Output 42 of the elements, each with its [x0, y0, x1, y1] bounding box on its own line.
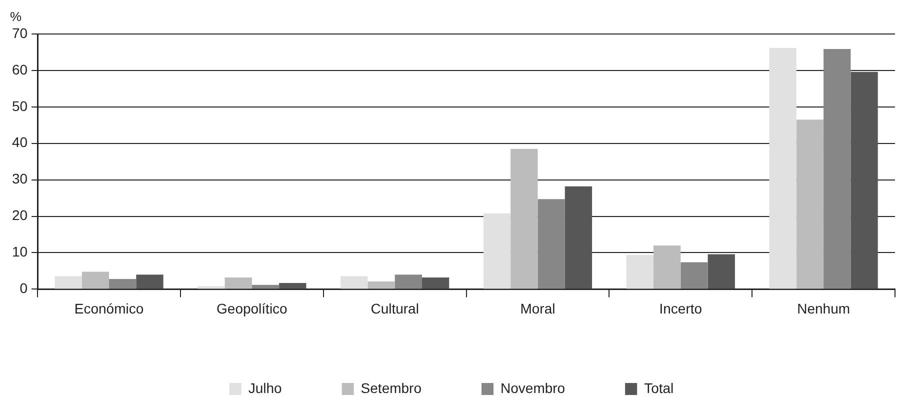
bar [54, 276, 82, 289]
bar [510, 148, 538, 289]
x-tick-label: Cultural [370, 300, 419, 316]
bar [422, 278, 450, 289]
bar [680, 262, 708, 289]
bar [824, 48, 851, 289]
bar [538, 199, 565, 289]
bar [136, 274, 164, 289]
bar [796, 120, 824, 289]
y-tick-label: 20 [12, 207, 28, 224]
bar [564, 186, 592, 289]
legend-label: Novembro [500, 380, 566, 396]
y-tick-label: 60 [12, 61, 28, 78]
x-tick-label: Geopolítico [216, 300, 288, 316]
y-tick-label: 30 [12, 170, 28, 187]
bar [340, 276, 368, 289]
y-tick-label: 50 [12, 98, 28, 114]
y-tick-label: 70 [12, 24, 28, 41]
bar [483, 213, 511, 289]
bar [394, 274, 422, 289]
bar [252, 284, 280, 289]
legend-label: Setembro [360, 380, 422, 396]
bar [850, 72, 878, 289]
bar [769, 48, 796, 289]
y-tick-label: 40 [12, 134, 28, 150]
y-axis-title: % [10, 9, 22, 24]
bar [708, 254, 735, 289]
legend-label: Julho [248, 380, 282, 396]
bar [368, 282, 395, 289]
bar [626, 254, 654, 289]
bar [82, 272, 110, 289]
bar [109, 278, 136, 289]
bar [279, 283, 306, 289]
y-tick-label: 10 [12, 244, 28, 260]
x-tick-label: Económico [74, 300, 144, 316]
x-tick-label: Nenhum [797, 300, 850, 316]
bar [653, 245, 681, 289]
y-tick-label: 0 [20, 280, 28, 296]
legend-label: Total [644, 380, 674, 396]
bar [224, 278, 252, 289]
x-tick-label: Incerto [659, 300, 702, 316]
x-tick-label: Moral [520, 300, 556, 316]
